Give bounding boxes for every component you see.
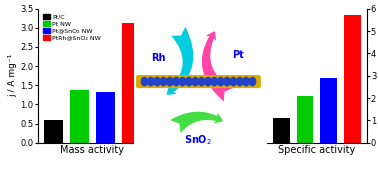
X-axis label: Mass activity: Mass activity [60,145,124,155]
Bar [70,90,88,143]
Circle shape [243,77,249,86]
Bar [122,23,141,143]
Text: Pt: Pt [232,50,244,60]
Circle shape [211,77,218,86]
Circle shape [180,77,186,86]
Circle shape [205,77,211,86]
Circle shape [198,77,205,86]
FancyBboxPatch shape [137,76,260,87]
Circle shape [249,77,256,86]
Bar [96,92,115,143]
Circle shape [237,77,243,86]
Circle shape [217,77,224,86]
Bar [344,15,361,143]
Y-axis label: j / A mg⁻¹: j / A mg⁻¹ [9,54,18,97]
FancyArrowPatch shape [202,31,233,101]
Text: SnO$_2$: SnO$_2$ [184,133,212,147]
Bar [297,96,313,143]
Circle shape [160,77,167,86]
Bar [44,120,62,143]
X-axis label: Specific activity: Specific activity [278,145,356,155]
FancyArrowPatch shape [170,112,223,133]
Text: Rh: Rh [152,53,166,63]
FancyArrowPatch shape [167,27,194,95]
Circle shape [230,77,237,86]
Circle shape [141,77,148,86]
Circle shape [173,77,180,86]
Bar [273,118,290,143]
Circle shape [154,77,160,86]
Circle shape [224,77,230,86]
Circle shape [167,77,173,86]
Circle shape [186,77,192,86]
Circle shape [192,77,198,86]
Circle shape [147,77,154,86]
Legend: Pt/C, Pt NW, Pt@SnO₂ NW, PtRh@SnO₂ NW: Pt/C, Pt NW, Pt@SnO₂ NW, PtRh@SnO₂ NW [41,12,104,43]
Bar [321,78,337,143]
